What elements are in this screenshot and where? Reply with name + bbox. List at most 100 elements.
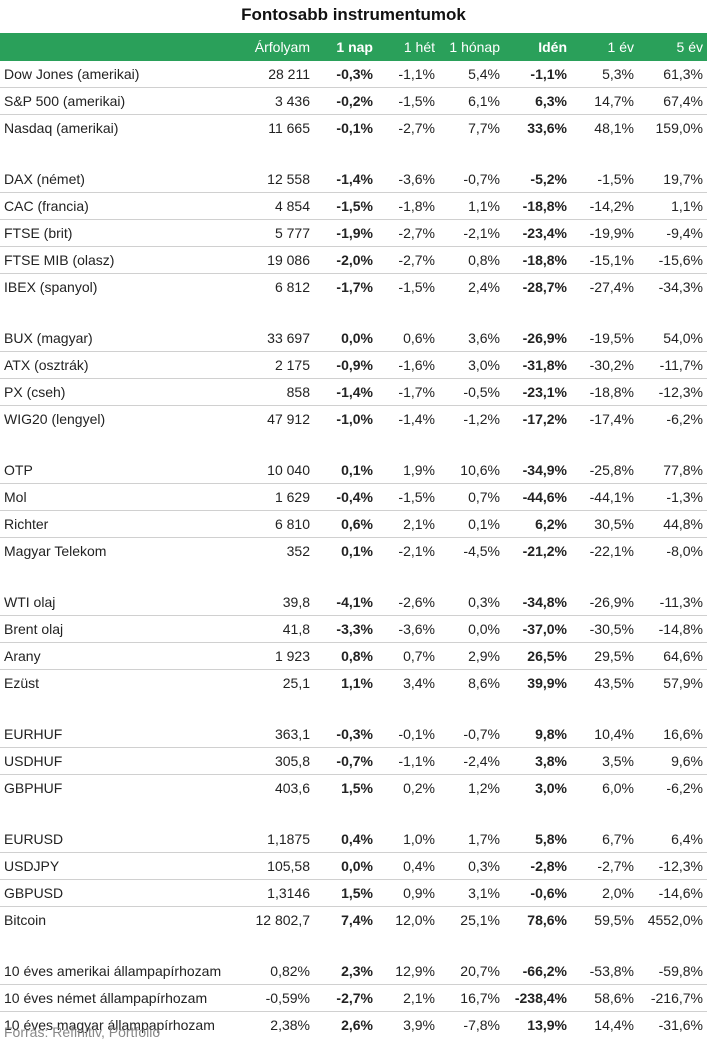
group-spacer	[0, 300, 707, 325]
table-row: Magyar Telekom 352 0,1% -2,1% -4,5% -21,2% -22…	[0, 538, 707, 565]
table-row: 10 éves amerikai állampapírhozam 0,82% 2,3…	[0, 958, 707, 985]
change-1-day-cell: -3,3%	[314, 615, 377, 643]
instrument-name-cell: 10 éves német állampapírhozam	[0, 984, 237, 1012]
change-1-day-cell: -1,9%	[314, 219, 377, 247]
price-cell: 41,8	[237, 615, 314, 643]
change-1-month-cell: 1,7%	[439, 826, 504, 853]
instrument-name-cell: GBPUSD	[0, 879, 237, 907]
column-header-price: Árfolyam	[237, 33, 314, 61]
instrument-name-cell: BUX (magyar)	[0, 325, 237, 352]
change-ytd-cell: 33,6%	[527, 120, 567, 136]
change-1-year-cell: -22,1%	[589, 543, 634, 559]
change-1-week-cell: -1,5%	[377, 483, 439, 511]
change-ytd-cell: 9,8%	[504, 721, 571, 748]
table-row: 10 éves magyar állampapírhozam 2,38% 2,6% 3…	[0, 1012, 707, 1039]
table-row: PX (cseh) 858 -1,4% -1,7% -0,5% -23,1% -18,8% -…	[0, 378, 707, 406]
change-5-year-cell: -6,2%	[666, 780, 703, 796]
change-1-year-cell: 5,3%	[571, 61, 638, 88]
change-1-week-cell: 0,7%	[377, 642, 439, 670]
column-header-1-month: 1 hónap	[439, 33, 504, 61]
change-1-week-cell: -2,7%	[377, 246, 439, 274]
change-5-year-cell: 64,6%	[638, 642, 707, 670]
table-row: Bitcoin 12 802,7 7,4% 12,0% 25,1% 78,6% 59,5% 4…	[0, 907, 707, 934]
price-cell: 6 810	[237, 510, 314, 538]
instrument-name-cell: IBEX (spanyol)	[4, 279, 98, 295]
change-5-year-cell: -15,6%	[638, 246, 707, 274]
instruments-table: Árfolyam 1 nap 1 hét 1 hónap Idén 1 év 5…	[0, 33, 707, 1038]
price-cell: 1 923	[237, 642, 314, 670]
change-1-week-cell: -3,6%	[377, 615, 439, 643]
change-1-day-cell: -0,1%	[336, 120, 373, 136]
table-row: Arany 1 923 0,8% 0,7% 2,9% 26,5% 29,5% 64,6%	[0, 642, 707, 670]
change-1-week-cell: -1,1%	[377, 61, 439, 88]
group-spacer-cell	[0, 300, 707, 325]
change-1-day-cell: 0,4%	[314, 826, 377, 853]
change-1-day-cell: -1,5%	[314, 192, 377, 220]
instrument-name-cell: PX (cseh)	[0, 378, 237, 406]
instrument-name-cell: WTI olaj	[0, 589, 237, 616]
change-1-year-cell: -44,1%	[571, 483, 638, 511]
change-1-day-cell: 1,1%	[341, 675, 373, 691]
change-ytd-cell: -37,0%	[504, 615, 571, 643]
change-1-year-cell: 14,7%	[571, 87, 638, 115]
change-5-year-cell: -216,7%	[638, 984, 707, 1012]
table-row: Ezüst 25,1 1,1% 3,4% 8,6% 39,9% 43,5% 57,9%	[0, 670, 707, 697]
price-cell: 2 175	[237, 351, 314, 379]
table-row: DAX (német) 12 558 -1,4% -3,6% -0,7% -5,2% -1,…	[0, 166, 707, 193]
change-1-day-cell: 0,8%	[314, 642, 377, 670]
group-spacer	[0, 564, 707, 589]
price-cell: 858	[237, 378, 314, 406]
price-cell: 10 040	[237, 457, 314, 484]
change-1-month-cell: 0,3%	[439, 852, 504, 880]
change-1-week-cell: -1,5%	[398, 279, 435, 295]
change-5-year-cell: 1,1%	[638, 192, 707, 220]
instrument-name-cell: Bitcoin	[4, 912, 47, 928]
change-ytd-cell: -0,6%	[504, 879, 571, 907]
change-1-year-cell: 58,6%	[571, 984, 638, 1012]
change-1-day-cell: -1,7%	[336, 279, 373, 295]
change-5-year-cell: -34,3%	[658, 279, 703, 295]
change-1-day-cell: 1,5%	[314, 879, 377, 907]
group-spacer-cell	[0, 564, 707, 589]
change-5-year-cell: 57,9%	[663, 675, 703, 691]
change-5-year-cell: -1,3%	[638, 483, 707, 511]
change-5-year-cell: -6,2%	[666, 411, 703, 427]
change-1-year-cell: 29,5%	[571, 642, 638, 670]
instrument-name-cell: GBPHUF	[4, 780, 63, 796]
change-1-day-cell: 0,1%	[341, 543, 373, 559]
change-ytd-cell: -5,2%	[504, 166, 571, 193]
change-ytd-cell: 78,6%	[527, 912, 567, 928]
change-1-week-cell: 12,0%	[395, 912, 435, 928]
table-header-row: Árfolyam 1 nap 1 hét 1 hónap Idén 1 év 5…	[0, 33, 707, 61]
change-1-day-cell: -0,7%	[314, 747, 377, 775]
change-1-month-cell: 0,8%	[439, 246, 504, 274]
change-ytd-cell: 3,0%	[535, 780, 567, 796]
change-1-day-cell: -0,3%	[314, 61, 377, 88]
change-1-month-cell: -0,7%	[439, 166, 504, 193]
table-row: BUX (magyar) 33 697 0,0% 0,6% 3,6% -26,9% -19,…	[0, 325, 707, 352]
price-cell: 25,1	[282, 675, 310, 691]
instrument-name-cell: CAC (francia)	[0, 192, 237, 220]
change-5-year-cell: -11,7%	[638, 351, 707, 379]
change-1-year-cell: -15,1%	[571, 246, 638, 274]
change-1-month-cell: 3,0%	[439, 351, 504, 379]
change-1-month-cell: -2,1%	[439, 219, 504, 247]
change-5-year-cell: 19,7%	[638, 166, 707, 193]
price-cell: 47 912	[267, 411, 310, 427]
change-1-day-cell: -4,1%	[314, 589, 377, 616]
change-5-year-cell: -14,8%	[638, 615, 707, 643]
change-1-month-cell: 1,1%	[439, 192, 504, 220]
change-1-day-cell: 2,6%	[341, 1017, 373, 1033]
change-5-year-cell: 9,6%	[638, 747, 707, 775]
column-header-instrument	[0, 33, 237, 61]
change-1-month-cell: 0,3%	[439, 589, 504, 616]
table-row: 10 éves német állampapírhozam -0,59% -2,7%…	[0, 984, 707, 1012]
change-1-year-cell: -19,9%	[571, 219, 638, 247]
instrument-name-cell: EURUSD	[0, 826, 237, 853]
change-ytd-cell: -44,6%	[504, 483, 571, 511]
change-1-month-cell: 0,1%	[439, 510, 504, 538]
change-ytd-cell: -1,1%	[504, 61, 571, 88]
change-ytd-cell: 6,3%	[504, 87, 571, 115]
change-1-month-cell: 0,7%	[439, 483, 504, 511]
instrument-name-cell: Nasdaq (amerikai)	[4, 120, 119, 136]
